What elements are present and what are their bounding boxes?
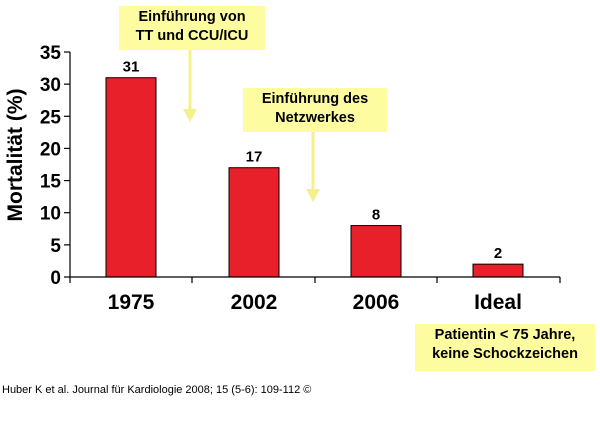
- callout-introduction-tt-ccu: Einführung von TT und CCU/ICU: [119, 6, 265, 50]
- y-tick-label: 0: [50, 268, 61, 289]
- y-tick-label: 15: [40, 172, 62, 193]
- callout-line: Einführung von: [138, 9, 246, 25]
- bar-1975: [105, 77, 157, 278]
- x-tick-label: 2002: [231, 291, 278, 314]
- x-tick-label: 2006: [353, 291, 400, 314]
- y-tick-label: 5: [50, 236, 61, 257]
- patient-note: Patientin < 75 Jahre, keine Schockzeiche…: [415, 324, 595, 371]
- bar-2006: [350, 225, 402, 278]
- bar-2002: [228, 167, 280, 278]
- source-citation: Huber K et al. Journal für Kardiologie 2…: [2, 384, 312, 396]
- annotation-arrows: [183, 50, 320, 202]
- axes-group: 0 5 10 15 20 25 30 35 1975 2002 2006 Ideal: [40, 43, 561, 314]
- bars-group: 31 17 8 2: [105, 59, 524, 278]
- x-tick-label: Ideal: [474, 291, 522, 314]
- bar-ideal: [472, 263, 524, 278]
- y-tick-label: 35: [40, 43, 62, 64]
- note-line: Patientin < 75 Jahre,: [434, 327, 576, 343]
- data-label: 31: [123, 59, 140, 76]
- callout-line: Netzwerkes: [275, 110, 355, 126]
- y-tick-label: 20: [40, 139, 61, 160]
- callout-line: Einführung des: [261, 91, 369, 107]
- x-tick-label: 1975: [108, 291, 155, 314]
- data-label: 17: [246, 149, 263, 166]
- data-label: 8: [372, 207, 380, 224]
- y-axis-label: Mortalität (%): [4, 89, 27, 222]
- y-tick-label: 25: [40, 107, 62, 128]
- arrow-head: [306, 189, 320, 202]
- data-label: 2: [494, 245, 502, 262]
- y-tick-label: 30: [40, 75, 61, 96]
- callout-line: TT und CCU/ICU: [135, 28, 249, 44]
- callout-introduction-network: Einführung des Netzwerkes: [243, 88, 387, 132]
- y-tick-label: 10: [40, 204, 61, 225]
- arrow-head: [183, 109, 197, 122]
- note-line: keine Schockzeichen: [432, 346, 578, 362]
